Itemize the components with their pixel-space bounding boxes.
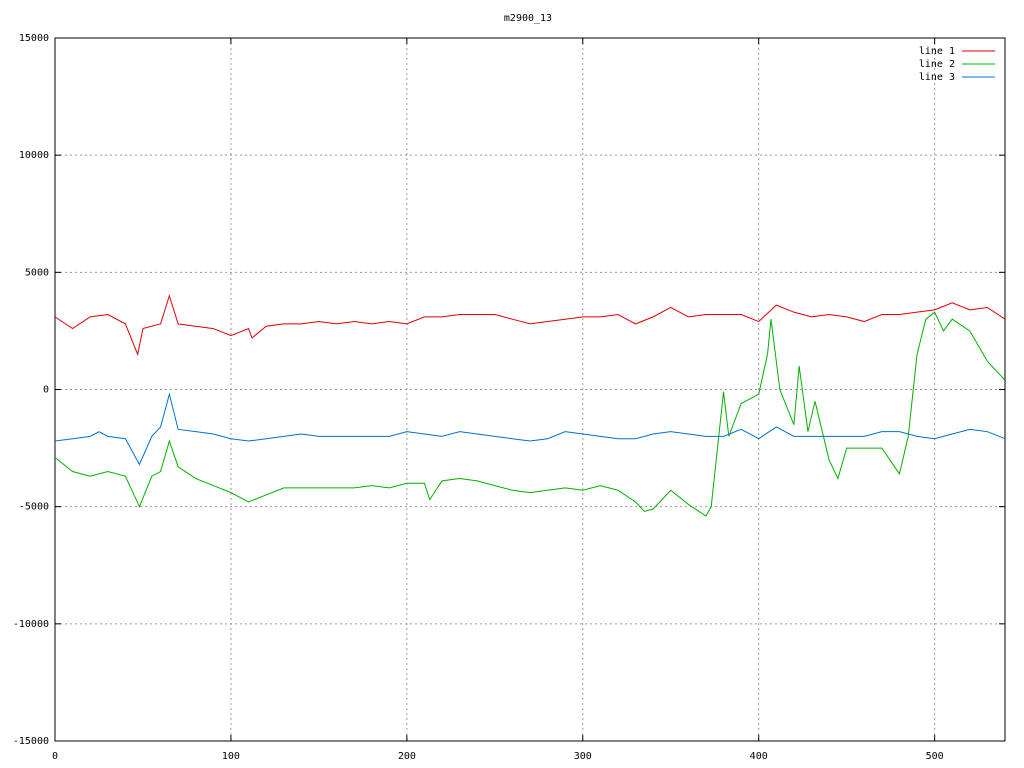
- y-tick-label: 0: [43, 385, 49, 396]
- x-tick-label: 300: [574, 751, 592, 762]
- x-tick-label: 100: [222, 751, 240, 762]
- series-line: [54, 311, 1006, 517]
- x-tick-label: 500: [926, 751, 944, 762]
- series-line: [54, 392, 1006, 466]
- y-tick-label: -15000: [13, 736, 49, 747]
- x-tick-label: 200: [398, 751, 416, 762]
- legend-label: line 1: [919, 46, 955, 57]
- y-tick-label: -10000: [13, 619, 49, 630]
- legend-label: line 3: [919, 72, 955, 83]
- y-tick-label: -5000: [19, 502, 49, 513]
- y-tick-label: 5000: [25, 267, 49, 278]
- plot-border: [54, 37, 1006, 742]
- y-tick-label: 10000: [19, 150, 49, 161]
- series-line: [54, 294, 1006, 357]
- x-tick-label: 0: [52, 751, 58, 762]
- chart-title: m2900_13: [504, 13, 552, 24]
- y-tick-label: 15000: [19, 33, 49, 44]
- legend-label: line 2: [919, 59, 955, 70]
- x-tick-label: 400: [750, 751, 768, 762]
